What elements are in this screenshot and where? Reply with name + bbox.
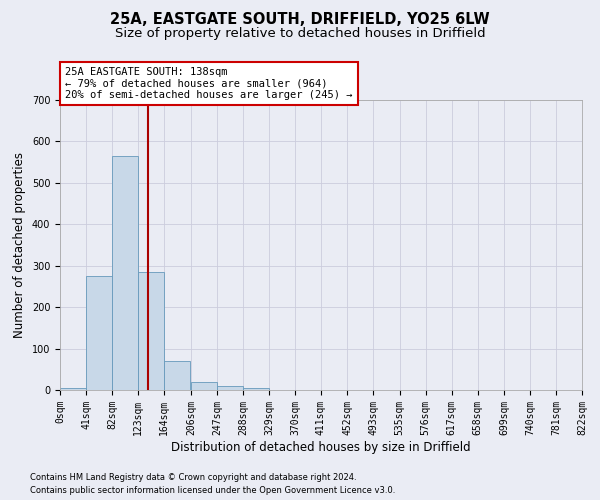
- Bar: [60, 388, 86, 390]
- Text: Contains public sector information licensed under the Open Government Licence v3: Contains public sector information licen…: [30, 486, 395, 495]
- Text: Size of property relative to detached houses in Driffield: Size of property relative to detached ho…: [115, 28, 485, 40]
- Bar: [243, 388, 269, 390]
- Text: 25A, EASTGATE SOUTH, DRIFFIELD, YO25 6LW: 25A, EASTGATE SOUTH, DRIFFIELD, YO25 6LW: [110, 12, 490, 28]
- Bar: [191, 382, 217, 390]
- Bar: [86, 276, 112, 390]
- Bar: [112, 156, 138, 390]
- Bar: [217, 386, 243, 390]
- X-axis label: Distribution of detached houses by size in Driffield: Distribution of detached houses by size …: [171, 440, 471, 454]
- Bar: [138, 272, 164, 390]
- Bar: [164, 361, 190, 390]
- Text: 25A EASTGATE SOUTH: 138sqm
← 79% of detached houses are smaller (964)
20% of sem: 25A EASTGATE SOUTH: 138sqm ← 79% of deta…: [65, 67, 353, 100]
- Y-axis label: Number of detached properties: Number of detached properties: [13, 152, 26, 338]
- Text: Contains HM Land Registry data © Crown copyright and database right 2024.: Contains HM Land Registry data © Crown c…: [30, 474, 356, 482]
